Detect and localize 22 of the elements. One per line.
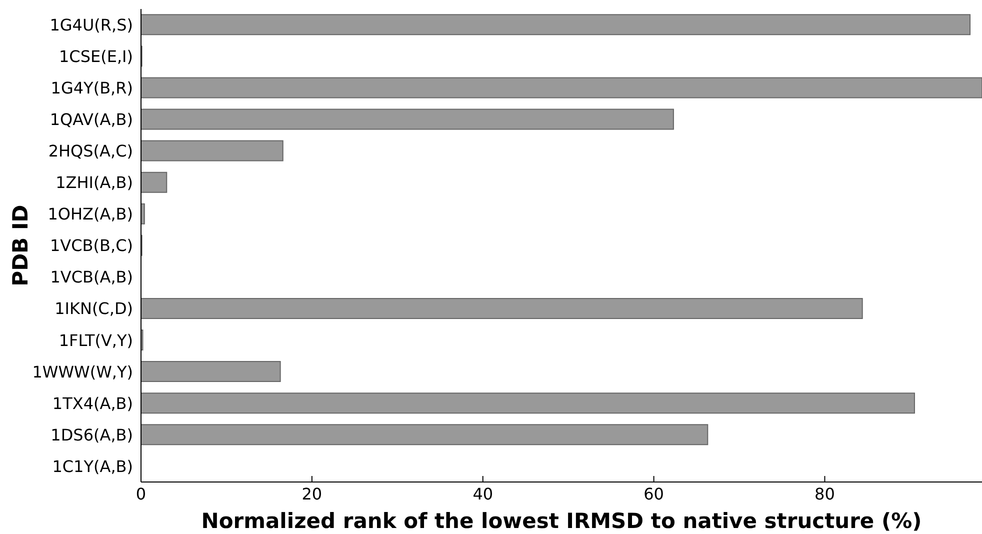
x-axis-title: Normalized rank of the lowest IRMSD to native structure (%) [201, 509, 922, 533]
y-tick-label: 1IKN(C,D) [54, 299, 133, 318]
y-tick-label: 1CSE(E,I) [58, 46, 133, 66]
y-tick-label: 1ZHI(A,B) [56, 173, 133, 192]
y-tick-label: 1DS6(A,B) [50, 425, 133, 444]
y-tick-label: 1TX4(A,B) [52, 394, 133, 413]
y-tick-label: 1G4Y(B,R) [50, 78, 133, 98]
y-tick-label: 1C1Y(A,B) [52, 456, 133, 476]
y-tick-label: 1FLT(V,Y) [58, 330, 133, 350]
y-tick-label: 1WWW(W,Y) [32, 362, 133, 382]
x-tick-label: 80 [814, 484, 835, 504]
y-tick-label: 1VCB(A,B) [50, 268, 133, 287]
x-tick-label: 20 [302, 484, 322, 504]
x-tick-label: 40 [472, 484, 494, 504]
y-tick-label: 1OHZ(A,B) [48, 204, 133, 224]
x-tick-label: 0 [136, 484, 146, 504]
y-tick-label: 1QAV(A,B) [50, 110, 133, 130]
y-tick-label: 1G4U(R,S) [50, 15, 133, 34]
x-tick-label: 60 [644, 484, 664, 504]
y-tick-label: 2HQS(A,C) [48, 142, 133, 161]
y-axis-title: PDB ID [8, 204, 32, 286]
y-tick-label: 1VCB(B,C) [50, 236, 133, 256]
